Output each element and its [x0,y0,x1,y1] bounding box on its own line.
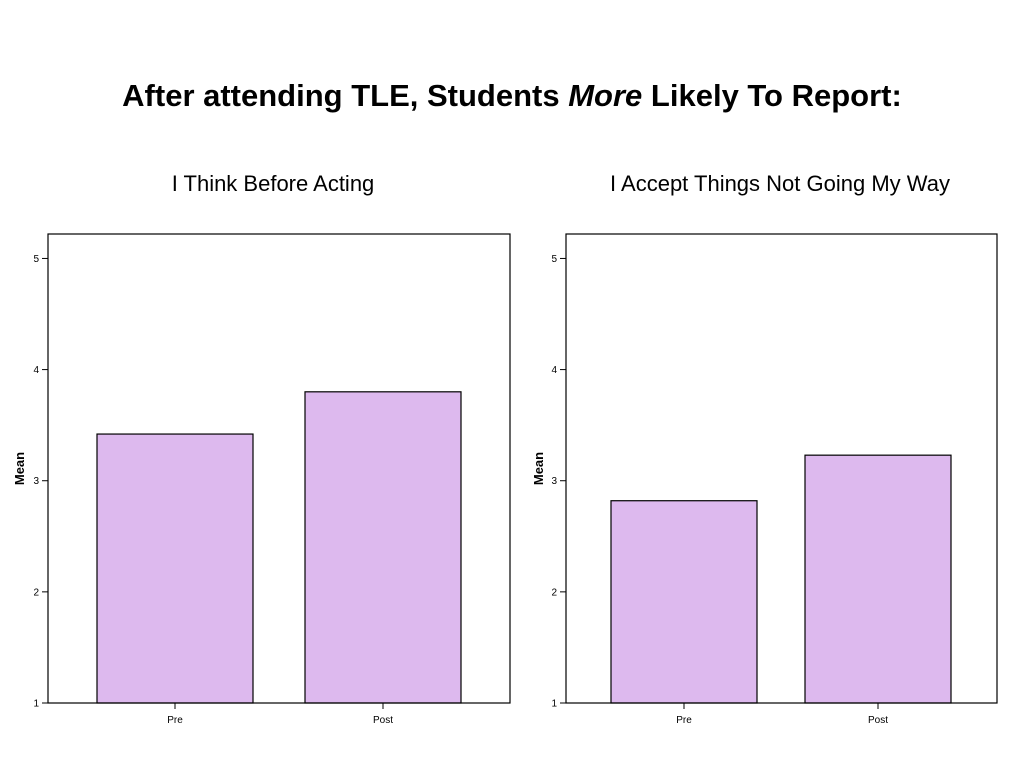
plot-frame [565,233,998,704]
chart-title-accept-things: I Accept Things Not Going My Way [610,171,950,196]
y-tick-label: 3 [551,476,557,487]
y-axis-title: Mean [12,452,27,485]
chart-title-think-before-acting: I Think Before Acting [171,171,375,196]
bar-pre [610,500,758,704]
y-tick-label: 5 [33,254,39,265]
bar-pre [96,433,254,704]
chart-panel-1: 1 2 3 4 5 Pre Post Mean [12,233,511,726]
y-tick-label: 1 [551,699,557,710]
x-tick-label-pre: Pre [676,715,692,726]
y-tick-label: 1 [33,699,39,710]
y-tick-label: 3 [33,476,39,487]
slide-title-part-1: After attending TLE, Students [122,78,569,113]
x-tick-label-post: Post [868,715,888,726]
slide-title-part-2: Likely To Report: [642,78,902,113]
y-axis-title: Mean [531,452,546,485]
y-tick-label: 4 [33,365,39,376]
y-tick-label: 2 [33,587,39,598]
y-tick-label: 4 [551,365,557,376]
slide-title-emphasis: More [568,78,643,113]
bar-post [304,391,462,704]
x-tick-label-post: Post [373,715,393,726]
y-tick-label: 2 [551,587,557,598]
chart-panel-2: 1 2 3 4 5 Pre Post Mean [531,233,998,726]
plot-frame [47,233,511,704]
bar-post [804,454,952,704]
slide-title: After attending TLE, Students More Likel… [0,76,1024,116]
y-tick-label: 5 [551,254,557,265]
x-tick-label-pre: Pre [167,715,183,726]
